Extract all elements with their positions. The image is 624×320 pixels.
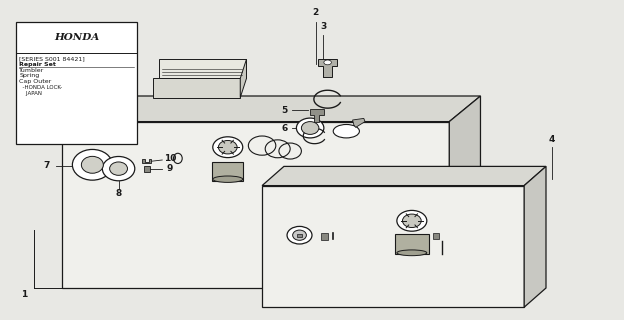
Text: Tumbler: Tumbler [19, 68, 44, 73]
Text: 8: 8 [115, 189, 122, 198]
Text: 1: 1 [21, 290, 27, 299]
Ellipse shape [110, 162, 127, 175]
Ellipse shape [213, 176, 243, 182]
Text: [SERIES S001 84421]: [SERIES S001 84421] [19, 56, 85, 61]
Ellipse shape [72, 149, 112, 180]
Ellipse shape [397, 250, 427, 256]
Polygon shape [153, 78, 240, 98]
Polygon shape [353, 118, 365, 127]
Text: 6: 6 [281, 124, 288, 132]
Ellipse shape [287, 227, 312, 244]
Polygon shape [159, 59, 246, 78]
Ellipse shape [213, 137, 243, 158]
Polygon shape [524, 166, 546, 307]
Ellipse shape [102, 156, 135, 181]
Ellipse shape [296, 118, 324, 138]
Ellipse shape [397, 211, 427, 231]
Polygon shape [449, 96, 480, 288]
FancyBboxPatch shape [16, 22, 137, 144]
Ellipse shape [324, 60, 331, 65]
Polygon shape [262, 166, 546, 186]
FancyBboxPatch shape [321, 233, 328, 240]
Text: 10: 10 [163, 154, 176, 163]
Ellipse shape [293, 230, 306, 240]
Text: 5: 5 [281, 106, 288, 115]
Ellipse shape [218, 140, 237, 154]
FancyBboxPatch shape [212, 162, 243, 181]
Polygon shape [318, 59, 337, 77]
Text: Cap Outer: Cap Outer [19, 79, 52, 84]
FancyBboxPatch shape [433, 233, 439, 239]
Ellipse shape [301, 122, 319, 134]
Text: Repair Set: Repair Set [19, 62, 56, 67]
Polygon shape [310, 109, 324, 122]
Text: HONDA: HONDA [54, 33, 99, 42]
Text: 2: 2 [313, 8, 319, 17]
FancyBboxPatch shape [395, 234, 429, 254]
Polygon shape [240, 59, 246, 98]
FancyBboxPatch shape [144, 166, 150, 172]
Text: Spring: Spring [19, 73, 39, 78]
Text: -HONDA LOCK-: -HONDA LOCK- [19, 85, 62, 90]
Text: 4: 4 [549, 135, 555, 144]
Ellipse shape [333, 124, 359, 138]
Polygon shape [262, 186, 524, 307]
Polygon shape [62, 122, 449, 288]
Text: 3: 3 [320, 22, 326, 31]
Polygon shape [62, 96, 480, 122]
Polygon shape [297, 234, 302, 237]
Text: 7: 7 [44, 161, 50, 170]
Polygon shape [142, 159, 151, 163]
Ellipse shape [81, 156, 104, 173]
Text: 9: 9 [167, 164, 173, 173]
Text: JAPAN: JAPAN [19, 91, 42, 96]
Ellipse shape [402, 214, 421, 228]
